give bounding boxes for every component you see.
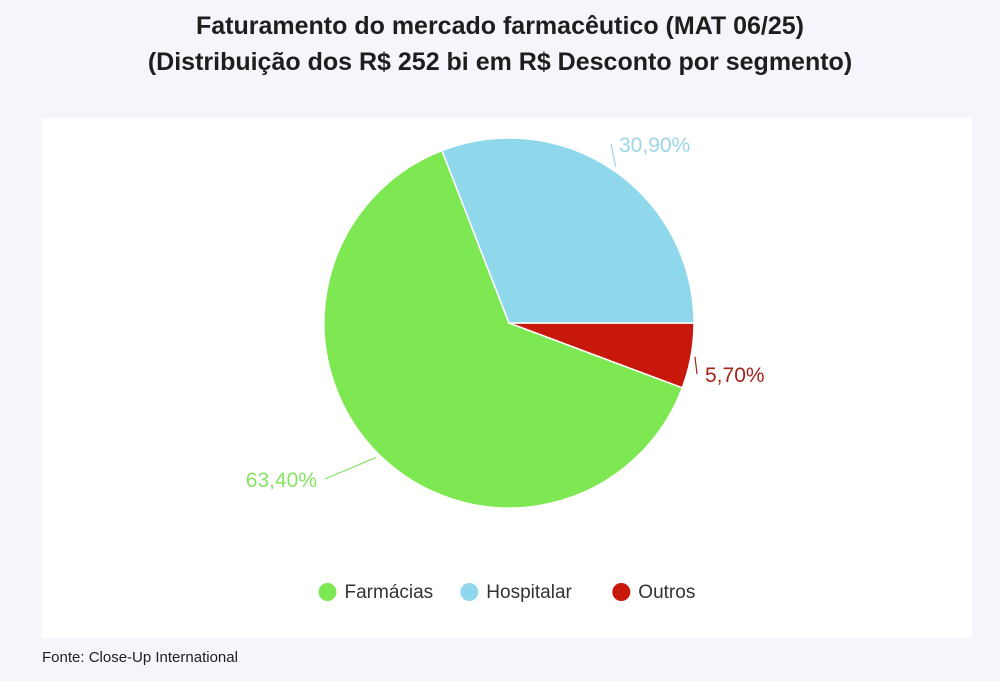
data-label-farmacias: 63,40% bbox=[246, 469, 317, 492]
legend-marker-outros bbox=[612, 583, 631, 601]
legend-label-farmacias: Farmácias bbox=[345, 582, 434, 603]
pie-slice-hospitalar bbox=[441, 137, 695, 324]
leader-line-outros bbox=[694, 356, 698, 375]
data-label-outros: 5,70% bbox=[705, 364, 765, 387]
chart-title-block: Faturamento do mercado farmacêutico (MAT… bbox=[0, 8, 1000, 80]
chart-title: Faturamento do mercado farmacêutico (MAT… bbox=[195, 12, 804, 40]
pie-slice-farmacias bbox=[323, 149, 684, 509]
chart-card: 5,70% 63,40% 30,90% Farmácias Hospitalar Outr… bbox=[42, 118, 972, 638]
legend-label-outros: Outros bbox=[638, 582, 695, 603]
leader-line-farmacias bbox=[324, 456, 377, 480]
legend-marker-farmacias bbox=[318, 583, 337, 601]
legend-item-farmacias: Farmácias bbox=[318, 582, 434, 603]
legend-item-hospitalar: Hospitalar bbox=[460, 582, 573, 603]
legend-item-outros: Outros bbox=[612, 582, 695, 603]
legend-marker-hospitalar bbox=[460, 583, 479, 601]
data-label-hospitalar: 30,90% bbox=[619, 134, 690, 157]
pie-chart: 5,70% 63,40% 30,90% Farmácias Hospitalar Outr… bbox=[246, 134, 765, 603]
chart-subtitle: (Distribuição dos R$ 252 bi em R$ Descon… bbox=[147, 48, 853, 76]
source-note: Fonte: Close-Up International bbox=[42, 649, 238, 666]
legend-label-hospitalar: Hospitalar bbox=[486, 582, 572, 603]
leader-line-hospitalar bbox=[610, 143, 617, 168]
